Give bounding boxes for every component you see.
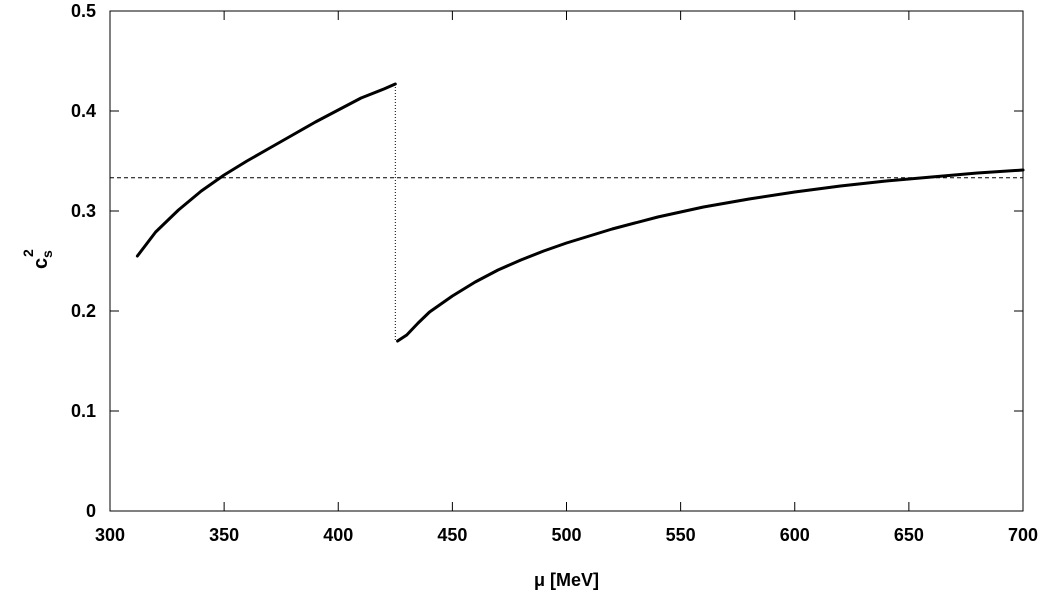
x-tick-label-350: 350 [209, 525, 239, 545]
curves [135, 82, 1025, 343]
series-0-segment-0 [135, 82, 397, 258]
x-axis-label: μ [MeV] [534, 570, 599, 590]
reference-lines [110, 84, 1023, 341]
ticks [109, 10, 1024, 512]
y-axis-label: c s 2 [20, 249, 55, 269]
y-axis-label-subscript: s [39, 250, 55, 258]
x-tick-label-700: 700 [1008, 525, 1038, 545]
x-tick-label-600: 600 [780, 525, 810, 545]
x-tick-label-300: 300 [95, 525, 125, 545]
x-tick-label-650: 650 [894, 525, 924, 545]
plot-area [109, 10, 1024, 512]
x-tick-label-400: 400 [323, 525, 353, 545]
series-0-segment-1 [396, 168, 1025, 343]
x-tick-label-450: 450 [437, 525, 467, 545]
y-tick-label-3: 0.3 [71, 201, 96, 221]
y-tick-label-4: 0.4 [71, 101, 96, 121]
y-axis-label-superscript: 2 [20, 249, 36, 257]
y-axis-label-base: c [30, 258, 52, 269]
x-tick-label-500: 500 [551, 525, 581, 545]
y-tick-label-2: 0.2 [71, 301, 96, 321]
labels: 300 350 400 450 500 550 600 650 700 0 0.1 0.2 0.3 0.4… [71, 1, 1038, 545]
y-tick-label-1: 0.1 [71, 401, 96, 421]
y-tick-label-0: 0 [86, 501, 96, 521]
y-tick-label-5: 0.5 [71, 1, 96, 21]
x-tick-label-550: 550 [666, 525, 696, 545]
